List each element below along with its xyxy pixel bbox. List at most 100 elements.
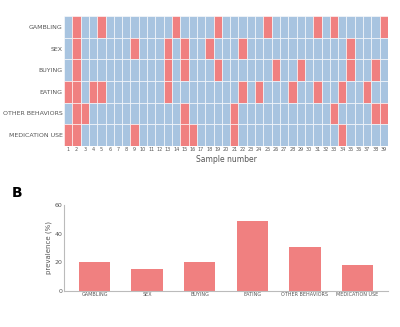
Bar (238, 16, 247, 38)
Bar (72, 103, 81, 124)
Bar (238, 103, 247, 124)
Bar (222, 38, 230, 60)
Bar (297, 16, 305, 38)
Bar (164, 16, 172, 38)
Bar (272, 124, 280, 146)
Bar (97, 16, 106, 38)
Y-axis label: prevalence (%): prevalence (%) (46, 221, 52, 274)
Bar (72, 124, 81, 146)
Bar (106, 60, 114, 81)
Bar (313, 81, 322, 103)
Bar (147, 81, 155, 103)
Bar (89, 38, 97, 60)
Bar (155, 124, 164, 146)
Bar (184, 262, 216, 291)
Bar (130, 16, 139, 38)
Bar (322, 103, 330, 124)
Bar (147, 38, 155, 60)
Bar (114, 60, 122, 81)
Bar (330, 60, 338, 81)
Bar (288, 124, 297, 146)
Bar (263, 81, 272, 103)
Bar (247, 38, 255, 60)
Bar (297, 60, 305, 81)
Bar (222, 16, 230, 38)
Bar (380, 81, 388, 103)
Bar (114, 38, 122, 60)
Bar (172, 124, 180, 146)
Bar (346, 60, 355, 81)
Bar (155, 16, 164, 38)
Bar (197, 38, 205, 60)
Bar (380, 124, 388, 146)
Bar (363, 81, 371, 103)
Bar (172, 60, 180, 81)
Bar (255, 124, 263, 146)
Bar (122, 60, 130, 81)
Bar (371, 38, 380, 60)
Bar (363, 103, 371, 124)
Bar (97, 81, 106, 103)
Bar (197, 103, 205, 124)
Bar (305, 38, 313, 60)
Bar (180, 81, 189, 103)
Bar (81, 38, 89, 60)
Bar (155, 103, 164, 124)
Bar (139, 60, 147, 81)
Bar (305, 124, 313, 146)
Bar (305, 16, 313, 38)
Bar (346, 81, 355, 103)
Bar (139, 81, 147, 103)
Bar (205, 124, 214, 146)
Bar (106, 16, 114, 38)
Bar (222, 60, 230, 81)
Bar (106, 103, 114, 124)
Bar (139, 38, 147, 60)
Bar (247, 103, 255, 124)
Bar (272, 60, 280, 81)
Bar (155, 60, 164, 81)
Bar (238, 81, 247, 103)
Bar (64, 60, 72, 81)
Bar (189, 38, 197, 60)
Bar (330, 16, 338, 38)
Bar (130, 60, 139, 81)
Bar (97, 38, 106, 60)
Text: B: B (12, 186, 23, 200)
Bar (288, 16, 297, 38)
Bar (272, 38, 280, 60)
Bar (288, 38, 297, 60)
Bar (172, 16, 180, 38)
Bar (230, 60, 238, 81)
Bar (363, 38, 371, 60)
Bar (289, 247, 321, 291)
Bar (230, 38, 238, 60)
Bar (139, 124, 147, 146)
Bar (263, 124, 272, 146)
Bar (263, 16, 272, 38)
Bar (313, 16, 322, 38)
Bar (189, 81, 197, 103)
Bar (338, 16, 346, 38)
Bar (355, 124, 363, 146)
Bar (106, 81, 114, 103)
Bar (205, 81, 214, 103)
Bar (214, 60, 222, 81)
Bar (363, 16, 371, 38)
Bar (180, 124, 189, 146)
Bar (338, 103, 346, 124)
Bar (230, 124, 238, 146)
Bar (189, 103, 197, 124)
Bar (280, 124, 288, 146)
Bar (97, 60, 106, 81)
Text: A: A (19, 0, 29, 2)
Bar (164, 103, 172, 124)
Bar (255, 81, 263, 103)
Bar (172, 38, 180, 60)
Bar (313, 103, 322, 124)
Bar (330, 38, 338, 60)
Bar (238, 124, 247, 146)
Bar (114, 124, 122, 146)
Bar (81, 124, 89, 146)
Bar (363, 124, 371, 146)
